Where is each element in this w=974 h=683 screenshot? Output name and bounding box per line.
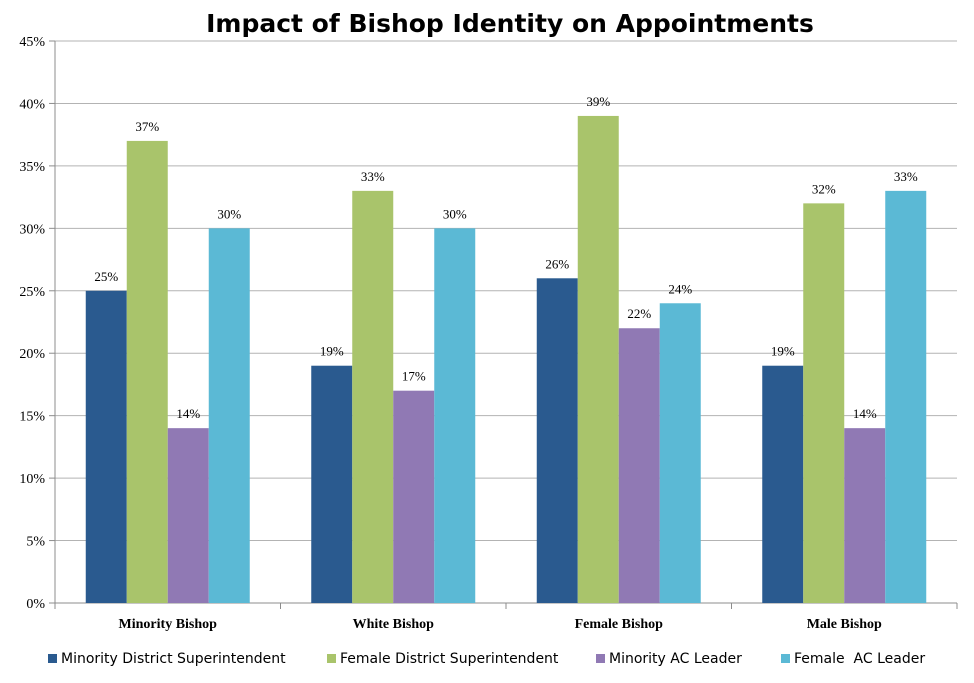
data-label: 26%: [545, 256, 569, 271]
legend-swatch: [48, 654, 57, 663]
legend-label: Minority District Superintendent: [61, 651, 286, 667]
bar: [844, 428, 886, 603]
bar: [393, 390, 435, 603]
bar: [208, 228, 250, 604]
x-tick-label: Minority Bishop: [119, 617, 218, 632]
data-label: 19%: [320, 344, 344, 359]
y-tick-label: 40%: [19, 97, 45, 112]
bar: [352, 190, 394, 603]
legend-swatch: [327, 654, 336, 663]
y-tick-label: 35%: [19, 160, 45, 175]
legend-swatch: [596, 654, 605, 663]
data-labels: 25% 37% 14% 30% 19% 33% 17% 30% 26% 39% 22% 24% 19% 3…: [94, 94, 918, 421]
bar: [85, 290, 127, 603]
data-label: 24%: [668, 281, 692, 296]
legend-label: Female District Superintendent: [340, 651, 559, 667]
data-label: 32%: [812, 181, 836, 196]
data-label: 39%: [586, 94, 610, 109]
bar: [762, 365, 804, 603]
data-label: 30%: [217, 206, 241, 221]
data-label: 25%: [94, 269, 118, 284]
data-label: 33%: [361, 169, 385, 184]
y-tick-label: 5%: [26, 535, 45, 550]
bar: [577, 115, 619, 603]
legend-swatch: [781, 654, 790, 663]
y-tick-label: 45%: [19, 35, 45, 50]
bars: [85, 115, 927, 604]
x-tick-labels: Minority Bishop White Bishop Female Bishop…: [119, 617, 882, 632]
y-tick-labels: 0% 5% 10% 15% 20% 25% 30% 35% 40% 45%: [19, 35, 45, 612]
data-label: 33%: [894, 169, 918, 184]
legend-label: Minority AC Leader: [609, 651, 742, 667]
bar: [311, 365, 353, 603]
y-tick-label: 10%: [19, 472, 45, 487]
x-tick-label: Female Bishop: [575, 617, 663, 632]
data-label: 22%: [627, 306, 651, 321]
y-tick-label: 20%: [19, 347, 45, 362]
y-tick-label: 0%: [26, 597, 45, 612]
data-label: 17%: [402, 369, 426, 384]
bar: [803, 203, 845, 603]
bar: [618, 328, 660, 603]
legend: Minority District Superintendent Female D…: [48, 651, 925, 667]
chart-title: Impact of Bishop Identity on Appointment…: [206, 9, 814, 38]
y-tick-label: 15%: [19, 410, 45, 425]
bar: [434, 228, 476, 604]
data-label: 14%: [176, 406, 200, 421]
y-tick-label: 30%: [19, 222, 45, 237]
bar: [536, 278, 578, 603]
y-tick-label: 25%: [19, 285, 45, 300]
bar: [885, 190, 927, 603]
bar: [126, 140, 168, 603]
data-label: 37%: [135, 119, 159, 134]
bar: [167, 428, 209, 603]
data-label: 14%: [853, 406, 877, 421]
data-label: 30%: [443, 206, 467, 221]
data-label: 19%: [771, 344, 795, 359]
x-tick-label: Male Bishop: [807, 617, 882, 632]
x-tick-label: White Bishop: [353, 617, 435, 632]
legend-label: Female AC Leader: [794, 651, 925, 667]
bar: [659, 303, 701, 603]
